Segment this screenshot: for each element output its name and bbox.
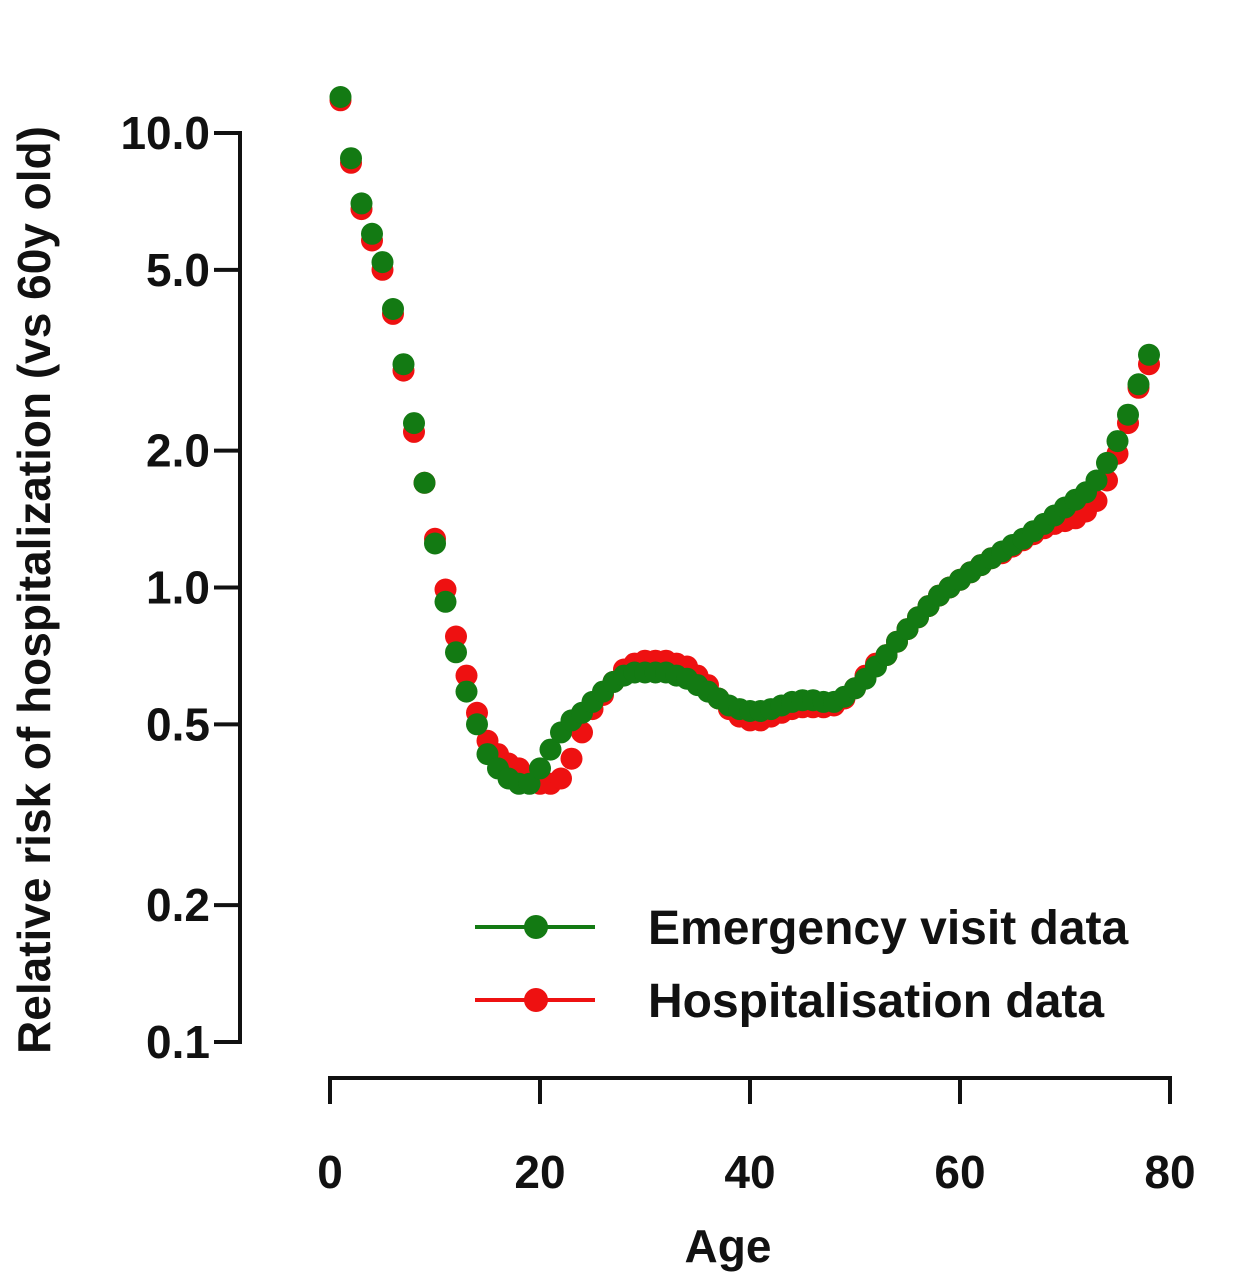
legend-marker: [524, 988, 548, 1012]
legend-label: Emergency visit data: [648, 902, 1129, 955]
data-point: [1117, 403, 1139, 426]
x-tick-label: 60: [934, 1146, 985, 1198]
data-point: [1106, 430, 1129, 453]
legend-item: Hospitalisation data: [475, 975, 1104, 1028]
data-point: [424, 532, 446, 555]
data-point: [1127, 373, 1150, 396]
legend-marker: [524, 915, 548, 939]
x-axis-title: Age: [685, 1220, 772, 1272]
data-point: [529, 757, 551, 780]
y-tick-label: 2.0: [146, 425, 210, 477]
legend: Emergency visit data Hospitalisation data: [475, 902, 1129, 1028]
x-tick-label: 80: [1144, 1146, 1195, 1198]
data-point: [518, 772, 541, 795]
data-point: [1138, 343, 1160, 366]
y-tick-label: 5.0: [146, 244, 210, 296]
data-point: [1096, 451, 1118, 474]
data-point: [403, 412, 425, 435]
data-point: [445, 625, 467, 648]
data-point: [466, 713, 488, 736]
data-point: [455, 680, 478, 703]
data-point: [371, 251, 394, 274]
y-tick-label: 0.1: [146, 1016, 210, 1068]
data-point: [350, 192, 373, 215]
plot-area: [329, 86, 1160, 795]
y-tick-label: 10.0: [120, 107, 210, 159]
series-hospitalisation: [329, 89, 1160, 795]
data-point: [361, 222, 383, 245]
data-point: [455, 664, 478, 687]
series-emergency: [329, 86, 1160, 795]
data-point: [340, 147, 362, 170]
data-point: [1085, 469, 1108, 492]
data-point: [392, 353, 415, 376]
x-tick-label: 0: [317, 1146, 343, 1198]
y-tick-label: 0.5: [146, 698, 210, 750]
y-axis: 10.0 5.0 2.0 1.0 0.5 0.2 0.1 Relative risk of h…: [8, 107, 242, 1068]
legend-label: Hospitalisation data: [648, 975, 1104, 1028]
data-point: [445, 641, 467, 664]
x-axis: 0 20 40 60 80 Age: [317, 1076, 1196, 1272]
data-point: [434, 590, 457, 613]
data-point: [550, 767, 572, 790]
y-tick-label: 0.2: [146, 879, 210, 931]
data-point: [382, 298, 404, 320]
x-tick-label: 20: [514, 1146, 565, 1198]
x-tick-label: 40: [724, 1146, 775, 1198]
legend-item: Emergency visit data: [475, 902, 1129, 955]
data-point: [560, 747, 583, 770]
data-point: [329, 86, 352, 108]
data-point: [413, 471, 436, 494]
data-point: [539, 738, 562, 761]
y-axis-title: Relative risk of hospitalization (vs 60y…: [8, 126, 60, 1054]
y-tick-label: 1.0: [146, 562, 210, 614]
